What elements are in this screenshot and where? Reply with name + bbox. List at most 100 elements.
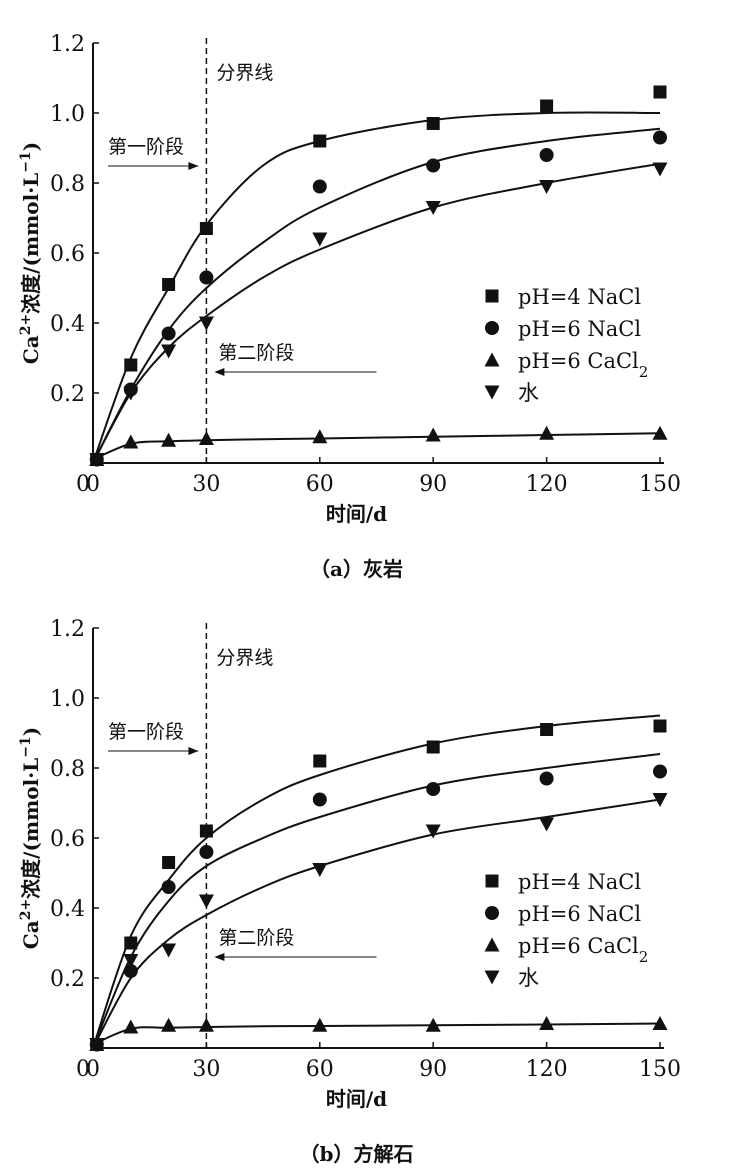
data-point <box>426 158 441 173</box>
data-point <box>653 764 667 779</box>
y-tick-label: 1.2 <box>50 617 85 642</box>
stage1-arrowhead-icon <box>188 162 199 170</box>
y-axis-label-part: Ca <box>19 920 43 949</box>
data-point <box>652 1016 668 1030</box>
data-point <box>425 824 441 839</box>
series-triangle-up <box>89 1016 668 1051</box>
fit-curve <box>92 162 661 464</box>
y-tick-label: 0.8 <box>50 757 85 782</box>
caption: （a）灰岩 <box>310 557 403 581</box>
y-tick-label: 1.0 <box>50 687 85 712</box>
data-point <box>426 117 440 130</box>
y-axis-label-part: Ca <box>19 335 43 364</box>
data-point <box>425 201 441 215</box>
y-axis-label-part: ) <box>19 142 43 151</box>
data-point <box>89 453 105 467</box>
divider-label: 分界线 <box>216 62 273 84</box>
data-point <box>312 792 327 807</box>
x-tick-label-origin: 0 <box>76 1057 90 1082</box>
data-point <box>539 1016 555 1030</box>
x-tick-label: 60 <box>306 1057 334 1082</box>
y-tick-label: 0.8 <box>50 172 85 197</box>
legend-label: pH=4 NaCl <box>518 870 641 894</box>
data-point <box>312 429 328 444</box>
y-tick-label: 1.0 <box>50 102 85 127</box>
y-axis-label: Ca2+浓度/(mmol·L−1) <box>18 142 43 364</box>
x-tick-label: 150 <box>639 472 681 497</box>
x-tick-label: 0 <box>86 1057 100 1082</box>
y-axis-label-part: 浓度/(mmol·L <box>19 758 43 899</box>
legend-label: 水 <box>518 381 539 405</box>
data-point <box>653 719 667 733</box>
data-point <box>123 954 139 968</box>
data-point <box>426 740 440 754</box>
data-point <box>124 936 138 950</box>
data-point <box>425 1017 441 1032</box>
y-axis-label: Ca2+浓度/(mmol·L−1) <box>18 727 43 949</box>
data-point <box>198 894 214 909</box>
x-tick-label: 90 <box>419 1057 447 1082</box>
y-axis-label-part: −1 <box>18 151 34 172</box>
chart-panel-b: 0 30 60 90 120 150 0 0.2 0.4 0.6 0.8 1.0 1.2 Ca2+浓度/(… <box>18 617 681 1166</box>
data-point <box>312 1017 328 1032</box>
data-point <box>539 817 555 832</box>
y-axis-label-part: 2+ <box>18 899 34 920</box>
data-point <box>653 85 667 99</box>
stage2-arrowhead-icon <box>214 953 225 961</box>
x-tick-label: 30 <box>192 472 220 497</box>
data-point <box>123 1019 139 1034</box>
y-tick-label: 0.6 <box>50 827 85 852</box>
x-tick-label: 0 <box>86 472 100 497</box>
data-point <box>199 824 213 838</box>
legend-label-main: 水 <box>518 381 539 405</box>
data-point <box>89 1038 105 1052</box>
data-point <box>161 326 176 341</box>
data-point <box>198 316 214 331</box>
fit-curve <box>92 127 661 464</box>
legend-marker-triangle-up <box>484 937 500 952</box>
chart-panel-a: 0 30 60 90 120 150 0 0.2 0.4 0.6 0.8 1.0 1.2 Ca2+浓度/(… <box>18 32 681 581</box>
legend-label-sub: 2 <box>639 363 649 381</box>
legend-label: pH=6 CaCl2 <box>518 934 648 966</box>
legend-label-main: pH=6 CaCl <box>518 349 639 373</box>
x-tick-label: 60 <box>306 472 334 497</box>
legend-label-sub: 2 <box>639 948 649 966</box>
data-point <box>540 99 554 113</box>
data-point <box>312 863 328 877</box>
legend-label-main: pH=6 NaCl <box>518 902 641 926</box>
stage1-label: 第一阶段 <box>108 721 184 743</box>
data-point <box>313 134 327 148</box>
data-point <box>539 771 554 786</box>
legend-label-main: 水 <box>518 966 539 990</box>
data-point <box>540 723 554 736</box>
legend-label: pH=6 CaCl2 <box>518 349 648 381</box>
stage1-arrowhead-icon <box>188 747 199 755</box>
series-triangle-down <box>89 793 668 1052</box>
x-tick-label-origin: 0 <box>76 472 90 497</box>
data-point <box>123 434 139 449</box>
legend-marker-triangle-down <box>484 970 500 985</box>
y-tick-label: 0.4 <box>50 897 85 922</box>
data-point <box>198 1017 214 1032</box>
legend-label: 水 <box>518 966 539 990</box>
data-point <box>539 180 555 194</box>
data-point <box>652 425 668 440</box>
y-axis-label-part: 2+ <box>18 314 34 335</box>
x-axis-label: 时间/d <box>326 502 387 526</box>
data-point <box>162 278 176 291</box>
legend-label: pH=6 NaCl <box>518 902 641 926</box>
data-point <box>161 344 177 359</box>
fit-curve <box>92 798 661 1049</box>
data-point <box>425 427 441 442</box>
y-tick-label: 0.2 <box>50 382 85 407</box>
legend-label: pH=6 NaCl <box>518 317 641 341</box>
fit-curve <box>92 1022 661 1046</box>
stage2-label: 第二阶段 <box>218 342 294 364</box>
x-tick-label: 150 <box>639 1057 681 1082</box>
data-point <box>312 179 327 194</box>
legend-marker-triangle-down <box>484 385 500 400</box>
y-tick-label: 1.2 <box>50 32 85 57</box>
data-point <box>161 943 177 958</box>
data-point <box>199 845 214 859</box>
y-axis-label-part: 浓度/(mmol·L <box>19 173 43 314</box>
